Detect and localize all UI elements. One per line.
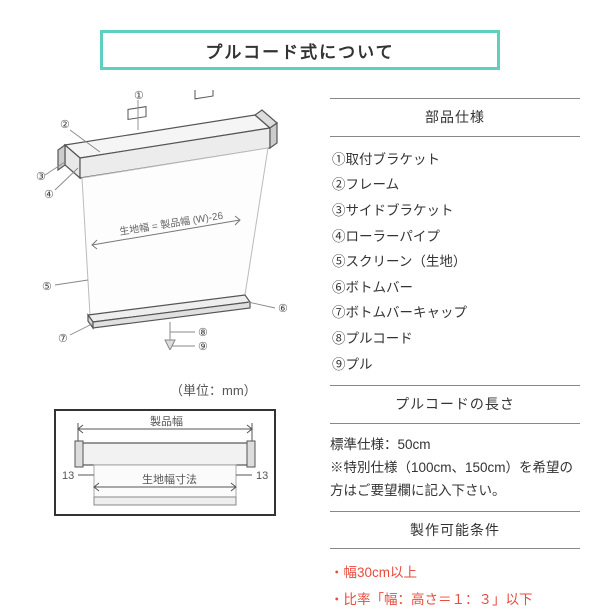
part-item: ⑧プルコード: [332, 326, 580, 352]
part-item: ⑤スクリーン（生地）: [332, 249, 580, 275]
cord-line1: 標準仕様：50cm: [330, 434, 580, 457]
svg-text:⑤: ⑤: [42, 281, 52, 293]
page-title-box: プルコード式について: [100, 30, 500, 70]
cord-line2: ※特別仕様（100cm、150cm）を希望の方はご要望欄に記入下さい。: [330, 457, 580, 503]
svg-text:⑨: ⑨: [198, 341, 208, 350]
parts-heading: 部品仕様: [330, 98, 580, 137]
svg-text:④: ④: [44, 189, 54, 201]
product-width-label: 製品幅: [150, 414, 183, 428]
part-item: ⑦ボトムバーキャップ: [332, 300, 580, 326]
unit-label: （単位：mm）: [170, 380, 257, 399]
right-column: 部品仕様 ①取付ブラケット ②フレーム ③サイドブラケット ④ローラーパイプ ⑤…: [330, 90, 580, 613]
svg-text:⑧: ⑧: [198, 327, 208, 339]
left-gap: 13: [62, 470, 74, 482]
cord-text: 標準仕様：50cm ※特別仕様（100cm、150cm）を希望の方はご要望欄に記…: [330, 434, 580, 503]
part-item: ④ローラーパイプ: [332, 224, 580, 250]
main-diagram: 生地幅 = 製品幅 (W)-26 ① ② ③ ④ ⑤: [30, 90, 310, 350]
part-item: ③サイドブラケット: [332, 198, 580, 224]
cord-heading: プルコードの長さ: [330, 385, 580, 424]
svg-text:③: ③: [36, 171, 46, 183]
cond-list: ・幅30cm以上 ・比率「幅：高さ＝１：３」以下: [330, 559, 580, 613]
svg-text:⑥: ⑥: [278, 303, 288, 315]
bottom-diagram: 製品幅 13 13 生地幅寸法: [50, 405, 280, 525]
svg-text:①: ①: [134, 90, 144, 102]
cond-heading: 製作可能条件: [330, 511, 580, 550]
svg-text:⑦: ⑦: [58, 333, 68, 345]
fabric-dim-label: 生地幅寸法: [142, 472, 197, 486]
part-item: ①取付ブラケット: [332, 147, 580, 173]
part-item: ⑨プル: [332, 352, 580, 378]
cond-item: ・幅30cm以上: [330, 559, 580, 586]
parts-list: ①取付ブラケット ②フレーム ③サイドブラケット ④ローラーパイプ ⑤スクリーン…: [330, 147, 580, 378]
part-item: ⑥ボトムバー: [332, 275, 580, 301]
page-title: プルコード式について: [205, 38, 394, 63]
right-gap: 13: [256, 470, 268, 482]
svg-text:②: ②: [60, 119, 70, 131]
part-item: ②フレーム: [332, 172, 580, 198]
